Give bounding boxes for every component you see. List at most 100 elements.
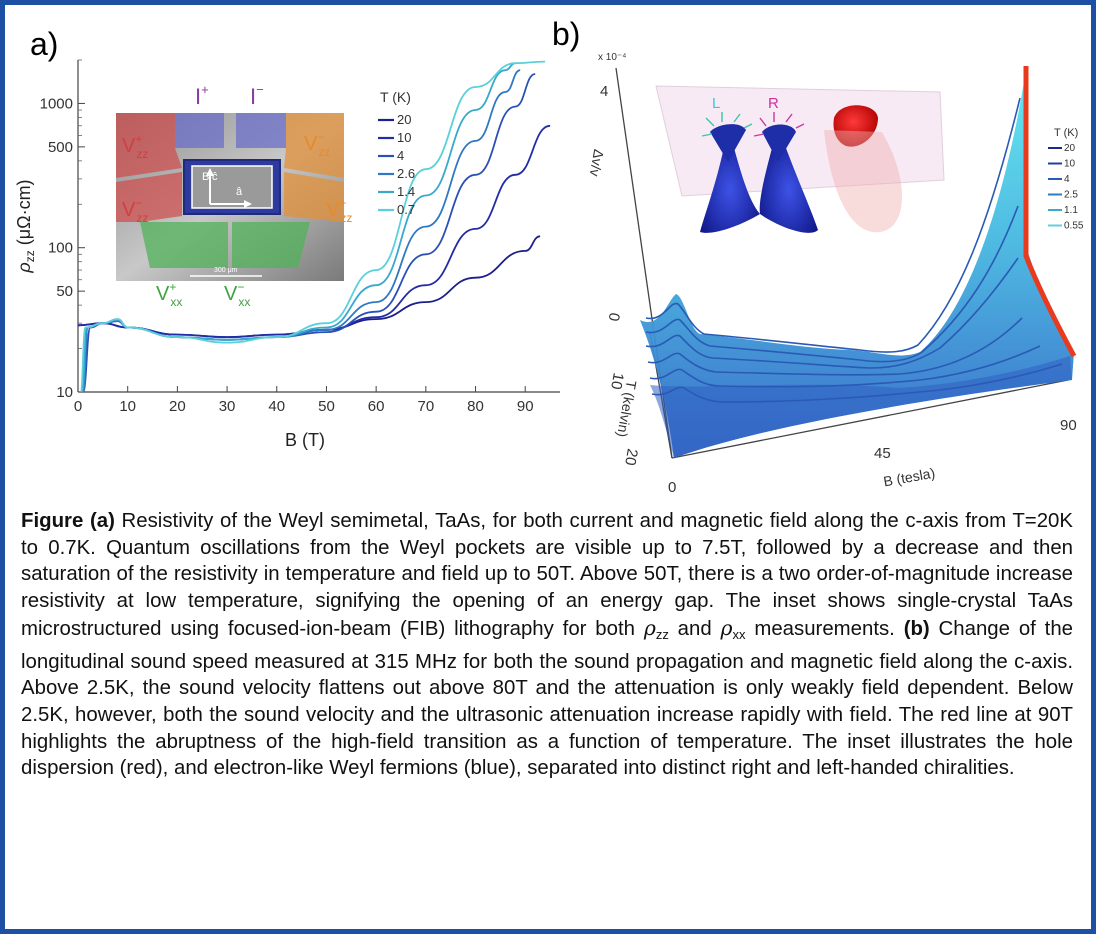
- legend-b: T (K) 20 10 4 2.5 1.1 0.55: [1048, 127, 1084, 232]
- caption-rho-2: ρ: [720, 615, 733, 640]
- inset-pad-current-left: [175, 113, 224, 148]
- y-tick-label-a: 500: [48, 139, 73, 156]
- surface-contours: [645, 97, 1063, 403]
- inset-label-a: ĉ: [212, 171, 218, 183]
- chirality-label-right: R: [768, 95, 779, 112]
- inset-label-a: V− zz: [304, 130, 330, 159]
- surface-front-face: [640, 70, 1074, 458]
- x-tick-label-a: 50: [318, 398, 335, 415]
- inset-pad-vxx-left: [140, 222, 228, 268]
- spin-arrows-left: [701, 112, 753, 137]
- inset-label-a: â: [236, 186, 243, 198]
- chirality-label-left: L: [712, 95, 720, 112]
- sound-velocity-chart: L R x 10⁻⁴ Δv/v T (kelvin) B (tesla) 4 0…: [587, 52, 1084, 496]
- x-tick-label-a: 40: [268, 398, 285, 415]
- x-tick-0: 0: [668, 479, 676, 496]
- contour-line-6: [651, 363, 1063, 403]
- x-tick-label-a: 70: [417, 398, 434, 415]
- surface-lower-shade: [650, 356, 1072, 458]
- x-tick-90: 90: [1060, 417, 1077, 434]
- y-axis-label-a: ρzz (μΩ·cm): [14, 179, 37, 273]
- caption-b-text: Change of the longitudinal sound speed m…: [21, 617, 1073, 780]
- inset-label-a: V+ zz: [122, 132, 148, 161]
- y-axis-label-sub: zz: [23, 250, 37, 262]
- caption-rho-1: ρ: [643, 615, 656, 640]
- legend-label-b: 10: [1064, 159, 1076, 170]
- inset-arrow-up: [206, 168, 214, 176]
- inset-label-a: I+: [195, 82, 209, 109]
- caption-b-label: (b): [903, 617, 930, 640]
- panel-label-a: a): [30, 26, 59, 62]
- x-tick-label-a: 0: [74, 398, 82, 415]
- y-tick-label-a: 10: [56, 384, 73, 401]
- legend-label-b: 2.5: [1064, 190, 1078, 201]
- x-tick-label-a: 60: [368, 398, 385, 415]
- hole-pocket-red: [833, 105, 878, 147]
- legend-title-b: T (K): [1054, 127, 1078, 139]
- inset-pad-vxx-right: [232, 222, 310, 268]
- inset-pad-vzz-left-bottom: [116, 172, 182, 222]
- contour-line-5: [649, 345, 1041, 388]
- x-axis-label-a: B (T): [285, 430, 325, 450]
- y-axis-label-units: (μΩ·cm): [14, 179, 34, 250]
- y-tick-label-a: 1000: [40, 95, 73, 112]
- series-group-a: [78, 60, 551, 392]
- legend-label-a: 10: [397, 130, 411, 145]
- axis-x-b: [671, 379, 1069, 459]
- z-multiplier-b: x 10⁻⁴: [598, 52, 626, 63]
- legend-label-a: 0.7: [397, 202, 415, 217]
- weyl-cone-left: [700, 126, 760, 233]
- inset-label-a: B: [202, 171, 209, 183]
- y-tick-20: 20: [621, 447, 641, 466]
- figure-caption: Figure (a) Resistivity of the Weyl semim…: [21, 508, 1073, 782]
- legend-label-b: 20: [1064, 143, 1076, 154]
- x-tick-label-a: 20: [169, 398, 186, 415]
- inset-pad-vzz-right-top: [284, 113, 344, 178]
- inset-plane: [655, 85, 945, 197]
- spin-arrows-right: [753, 112, 805, 137]
- weyl-cone-top-left: [710, 124, 746, 162]
- inset-label-a: V− xx: [224, 280, 250, 309]
- legend-label-b: 0.55: [1064, 221, 1084, 232]
- y-axis-label-rho: ρ: [14, 262, 34, 273]
- weyl-cone-top-right: [762, 124, 796, 162]
- legend-label-a: 20: [397, 112, 411, 127]
- caption-and: and: [668, 617, 721, 640]
- x-tick-label-a: 10: [119, 398, 136, 415]
- legend-title-a: T (K): [380, 89, 411, 105]
- legend-a: T (K) 20 10 4 2.6 1.4 0.7: [378, 89, 415, 217]
- contour-line-2: [645, 205, 1019, 363]
- inset-label-a: I−: [250, 82, 264, 109]
- hole-pocket-red-shadow: [824, 130, 903, 233]
- z-tick-0: 0: [605, 311, 623, 322]
- x-axis-label-b: B (tesla): [882, 465, 936, 490]
- inset-labels-a: I+ I− V+ zz V− zz V− zz V+ zz V+ xx V− xx B ĉ â 300 μm: [122, 82, 352, 309]
- legend-label-b: 1.1: [1064, 205, 1078, 216]
- inset-label-a: 300 μm: [214, 267, 238, 274]
- caption-sub-xx: xx: [732, 626, 746, 642]
- y-tick-label-a: 50: [56, 283, 73, 300]
- x-tick-label-a: 30: [219, 398, 236, 415]
- contour-line-4: [647, 317, 1023, 376]
- caption-a-text-1: Resistivity of the Weyl semimetal, TaAs,…: [21, 510, 1073, 640]
- contour-line-1: [645, 97, 1021, 353]
- microstructure-inset: I+ I− V+ zz V− zz V− zz V+ zz V+ xx V− xx B ĉ â 300 μm: [116, 82, 352, 309]
- inset-label-a: V+ xx: [156, 280, 182, 309]
- caption-a-label: Figure (a): [21, 510, 115, 532]
- x-tick-label-a: 80: [467, 398, 484, 415]
- x-tick-45: 45: [874, 445, 891, 462]
- y-tick-10: 10: [607, 371, 627, 390]
- inset-label-a: V− zz: [122, 196, 148, 225]
- x-tick-label-a: 90: [517, 398, 534, 415]
- inset-label-a: V+ zz: [326, 196, 352, 225]
- z-axis-label-b: Δv/v: [587, 148, 607, 178]
- inset-pad-current-right: [236, 113, 286, 148]
- legend-label-a: 4: [397, 148, 404, 163]
- caption-a-text-2: measurements.: [745, 617, 904, 640]
- panel-label-b: b): [552, 16, 581, 52]
- legend-label-a: 2.6: [397, 166, 415, 181]
- series-line-0.7K: [79, 60, 546, 392]
